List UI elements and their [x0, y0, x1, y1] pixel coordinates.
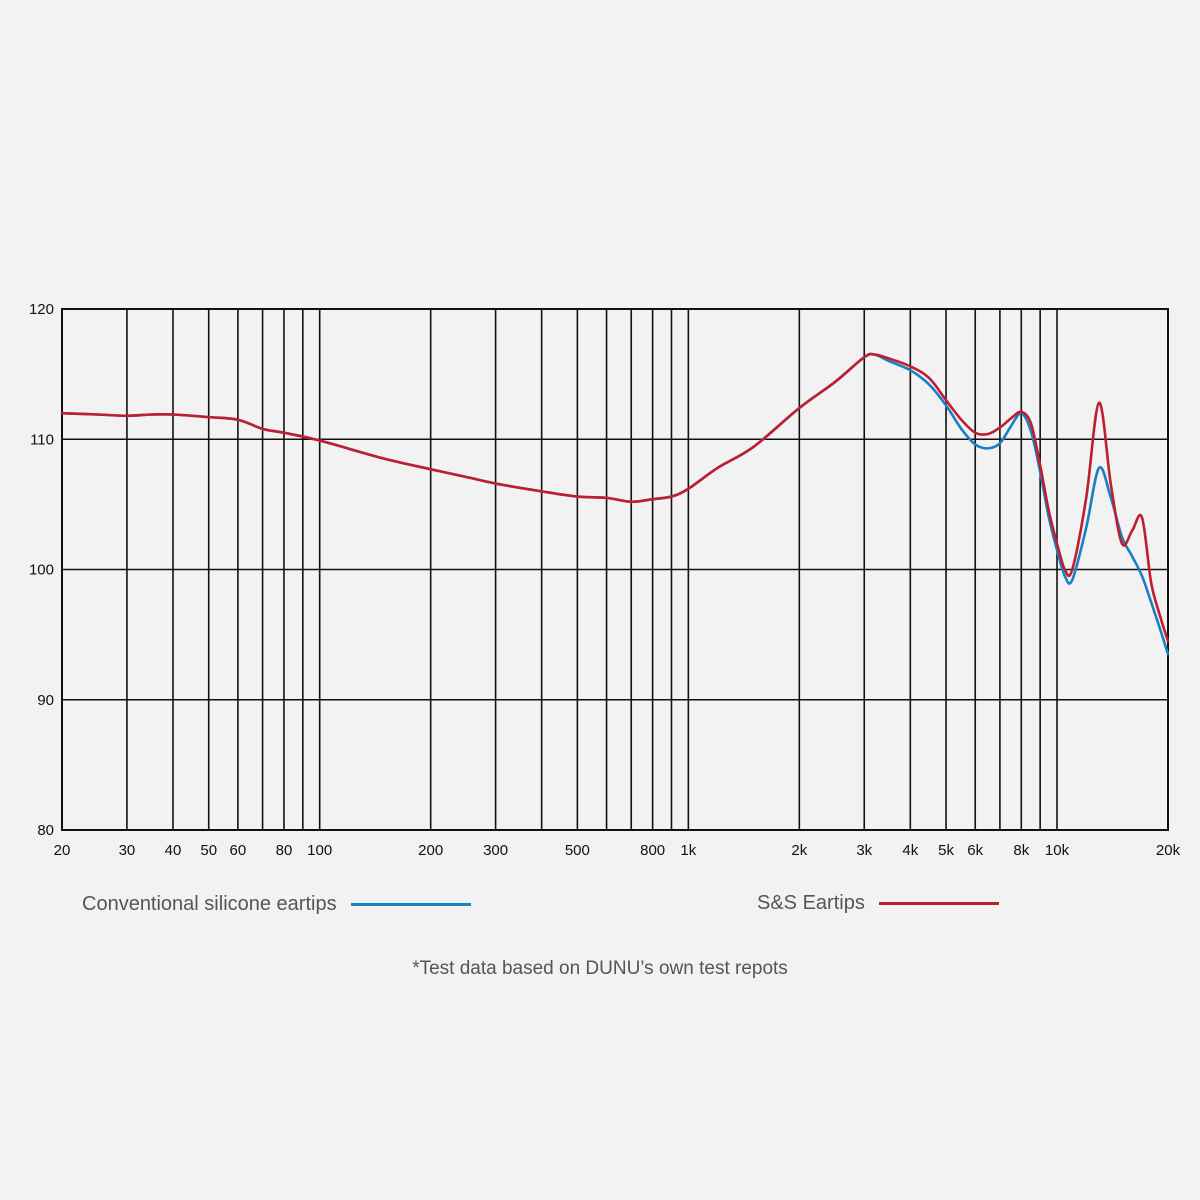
x-tick-label: 800 — [640, 842, 665, 859]
y-tick-label: 100 — [29, 562, 54, 579]
x-tick-label: 5k — [938, 842, 954, 859]
legend-item-conventional: Conventional silicone eartips — [82, 893, 471, 916]
x-tick-label: 300 — [483, 842, 508, 859]
y-tick-label: 80 — [37, 822, 54, 839]
x-tick-label: 10k — [1045, 842, 1070, 859]
test-data-note: *Test data based on DUNU’s own test repo… — [412, 958, 788, 979]
axis-tick-labels: 20 30 40 50 60 80 100 200 300 500 800 1k 2k 3k 4k 5k 6k 8… — [29, 301, 1181, 859]
x-tick-label: 100 — [307, 842, 332, 859]
y-tick-label: 110 — [30, 431, 54, 448]
series-lines — [60, 352, 1170, 656]
x-tick-label: 8k — [1013, 842, 1029, 859]
x-tick-label: 4k — [902, 842, 918, 859]
legend-swatch-blue — [350, 903, 471, 906]
x-tick-label: 80 — [276, 842, 293, 859]
legend-label-conventional: Conventional silicone eartips — [82, 893, 337, 915]
x-tick-label: 60 — [230, 842, 247, 859]
legend-swatch-red — [878, 902, 999, 905]
y-tick-label: 120 — [29, 301, 54, 318]
x-tick-label: 500 — [565, 842, 590, 859]
legend-label-ss-eartips: S&S Eartips — [757, 892, 865, 914]
legend-item-ss-eartips: S&S Eartips — [757, 892, 999, 915]
grid-lines — [62, 309, 1168, 830]
x-tick-label: 1k — [680, 842, 696, 859]
y-tick-label: 90 — [37, 692, 54, 709]
x-tick-label: 200 — [418, 842, 443, 859]
series-ss-eartips-line — [60, 352, 1170, 643]
x-tick-label: 6k — [967, 842, 983, 859]
x-tick-label: 3k — [856, 842, 872, 859]
x-tick-label: 50 — [200, 842, 217, 859]
x-tick-label: 20k — [1156, 842, 1181, 859]
x-tick-label: 2k — [791, 842, 807, 859]
x-tick-label: 30 — [119, 842, 136, 859]
x-tick-label: 20 — [54, 842, 71, 859]
x-tick-label: 40 — [165, 842, 182, 859]
